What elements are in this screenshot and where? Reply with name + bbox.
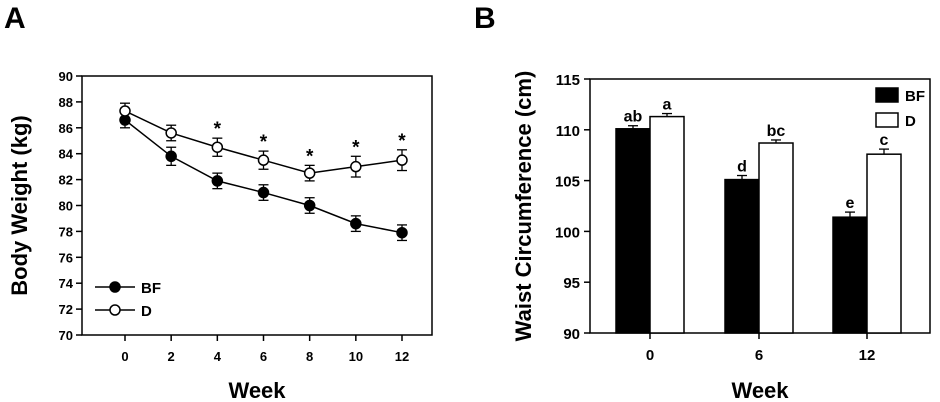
chart-a-significance-star: * bbox=[352, 137, 360, 158]
chart-b-legend-label: BF bbox=[905, 88, 925, 105]
chart-a-point-d bbox=[211, 141, 224, 153]
chart-a-y-tick-label: 78 bbox=[59, 224, 73, 239]
chart-a-x-tick-label: 4 bbox=[214, 349, 222, 364]
chart-b-bar-d bbox=[866, 153, 902, 334]
chart-a-y-tick-label: 82 bbox=[59, 173, 73, 188]
chart-a-x-tick-label: 2 bbox=[168, 349, 175, 364]
chart-b-x-tick-label: 6 bbox=[755, 347, 763, 364]
chart-b-bar-bf bbox=[724, 178, 760, 334]
chart-a-point-bf bbox=[165, 150, 177, 163]
chart-a-significance-star: * bbox=[398, 131, 406, 152]
chart-a-point-bf bbox=[396, 226, 408, 239]
chart-a-x-tick-label: 12 bbox=[395, 349, 409, 364]
chart-b-group-letter: bc bbox=[767, 123, 786, 140]
chart-a-point-bf bbox=[303, 199, 316, 212]
chart-a-y-tick-label: 88 bbox=[59, 95, 73, 110]
chart-a-legend-label: D bbox=[141, 303, 152, 320]
chart-a-y-tick-label: 86 bbox=[59, 121, 73, 136]
panel-a-letter: A bbox=[4, 2, 26, 35]
chart-a-legend-marker bbox=[109, 281, 121, 293]
chart-a-significance-star: * bbox=[214, 119, 222, 140]
panel-b-letter: B bbox=[474, 2, 496, 35]
chart-b-y-tick-label: 95 bbox=[563, 275, 580, 292]
chart-a-point-d bbox=[350, 160, 362, 173]
chart-a-legend-label: BF bbox=[141, 280, 161, 297]
chart-b-legend-label: D bbox=[905, 113, 916, 130]
chart-a-point-d bbox=[119, 105, 131, 117]
chart-b-y-tick-label: 110 bbox=[556, 123, 580, 140]
chart-a-y-tick-label: 76 bbox=[59, 250, 73, 265]
chart-b-legend-swatch bbox=[875, 112, 899, 128]
chart-b-group-letter: a bbox=[663, 97, 672, 114]
chart-b-bar-d bbox=[758, 142, 794, 334]
chart-b-group-letter: e bbox=[846, 195, 855, 212]
chart-a-y-tick-label: 74 bbox=[59, 276, 74, 291]
chart-a-x-axis-label: Week bbox=[228, 378, 286, 402]
chart-a-y-tick-label: 90 bbox=[59, 69, 73, 84]
chart-b-y-tick-label: 100 bbox=[555, 224, 580, 241]
chart-a-point-d bbox=[165, 127, 177, 139]
chart-b-bar-bf bbox=[615, 128, 651, 334]
chart-a-point-bf bbox=[350, 217, 362, 230]
chart-a-point-d bbox=[303, 167, 316, 179]
chart-b-legend-swatch bbox=[875, 87, 899, 103]
chart-a-y-tick-label: 70 bbox=[59, 328, 73, 343]
chart-a: Body Weight (kg) Week 707274767880828486… bbox=[7, 69, 433, 402]
chart-a-significance-star: * bbox=[260, 132, 268, 153]
chart-a-y-axis-label: Body Weight (kg) bbox=[7, 115, 32, 295]
chart-a-point-bf bbox=[257, 186, 270, 199]
chart-a-y-tick-label: 84 bbox=[59, 147, 74, 162]
chart-b-x-tick-label: 12 bbox=[859, 347, 876, 364]
chart-b-bar-bf bbox=[832, 216, 868, 334]
chart-a-point-d bbox=[257, 154, 270, 166]
chart-a-x-tick-label: 6 bbox=[260, 349, 267, 364]
chart-b-group-letter: d bbox=[737, 159, 747, 176]
chart-a-x-tick-label: 8 bbox=[306, 349, 313, 364]
chart-b-y-tick-label: 90 bbox=[563, 326, 580, 343]
chart-b-x-tick-label: 0 bbox=[646, 347, 654, 364]
chart-a-point-bf bbox=[211, 175, 224, 187]
chart-b-y-tick-label: 115 bbox=[556, 72, 580, 89]
chart-a-y-tick-label: 80 bbox=[59, 199, 73, 214]
chart-a-legend-marker bbox=[109, 304, 121, 316]
chart-b-group-letter: c bbox=[880, 132, 889, 149]
chart-b-bar-d bbox=[649, 115, 685, 334]
chart-b-y-tick-label: 105 bbox=[555, 174, 580, 191]
chart-b-x-axis-label: Week bbox=[731, 378, 789, 402]
chart-a-point-d bbox=[396, 154, 408, 166]
chart-b: Waist Circumference (cm) Week 90 95 100 105… bbox=[511, 71, 931, 402]
chart-a-x-tick-label: 0 bbox=[121, 349, 128, 364]
chart-a-significance-star: * bbox=[306, 146, 314, 167]
chart-b-y-axis-label: Waist Circumference (cm) bbox=[511, 71, 536, 342]
chart-a-y-tick-label: 72 bbox=[59, 302, 73, 317]
chart-b-group-letter: ab bbox=[624, 109, 643, 126]
chart-a-x-tick-label: 10 bbox=[349, 349, 363, 364]
